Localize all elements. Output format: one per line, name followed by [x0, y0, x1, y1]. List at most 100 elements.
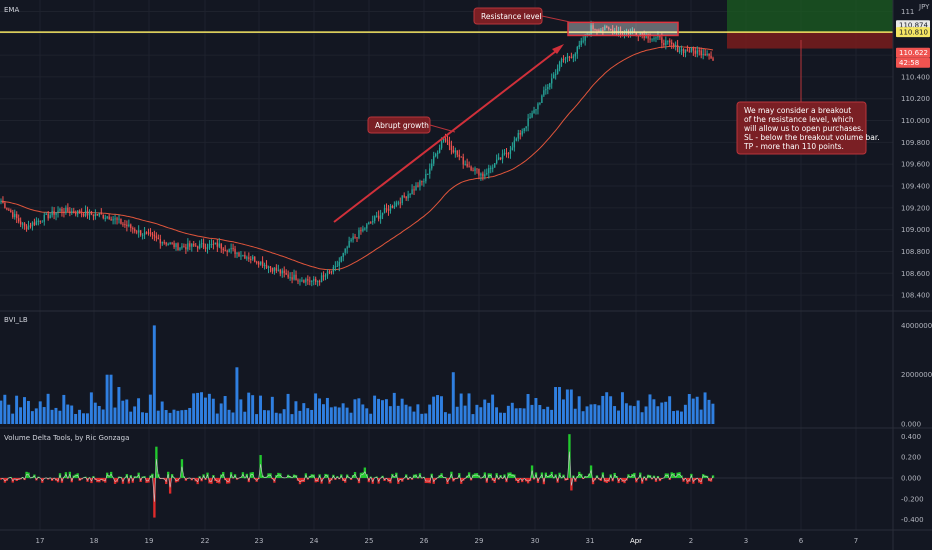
candle-body	[29, 225, 32, 227]
time-axis[interactable]: 17 18 19 22 23 24 25 26 29 30 31 Apr 2 3 6 7	[36, 537, 859, 545]
candle-body	[14, 214, 16, 218]
volume-tick-label: 20000000.000	[901, 371, 932, 379]
candle-body	[598, 30, 600, 32]
candle-body	[527, 118, 529, 127]
volume-bar	[196, 392, 200, 424]
candle-body	[501, 153, 504, 160]
candle-body	[419, 181, 421, 187]
candle-body	[250, 258, 252, 260]
time-tick-label: 19	[145, 537, 154, 545]
candle-body	[474, 168, 476, 171]
candle-body	[537, 103, 539, 110]
volume-bar	[451, 372, 455, 424]
candle-body	[442, 138, 445, 142]
candle-body	[464, 163, 466, 165]
candle-body	[57, 210, 59, 213]
candle-body	[427, 173, 429, 175]
candle-body	[712, 58, 714, 61]
candle-body	[580, 40, 582, 45]
candle-body	[224, 250, 226, 252]
candle-body	[564, 58, 567, 60]
volume-bar	[432, 396, 436, 424]
volume-tick-label: 40000000.000	[901, 322, 932, 330]
volume-bar	[318, 398, 322, 424]
candle-body	[387, 208, 390, 211]
volume-bar	[687, 394, 691, 424]
candle-body	[163, 242, 165, 244]
volume-bar	[54, 407, 58, 424]
candle-body	[200, 243, 203, 245]
candle-body	[151, 233, 154, 235]
annotations[interactable]: Resistance level Abrupt growth We may co…	[333, 7, 880, 223]
candle-body	[141, 234, 144, 236]
candle-body	[273, 267, 276, 272]
volume-bar	[538, 405, 542, 424]
candle-body	[12, 212, 14, 218]
candle-body	[82, 213, 85, 216]
candle-body	[128, 224, 130, 227]
candle-body	[362, 228, 364, 232]
candle-body	[259, 261, 262, 265]
volume-bar	[644, 406, 648, 424]
candle-body	[688, 51, 691, 53]
volume-bar	[620, 392, 624, 424]
volume-bar	[388, 406, 392, 424]
candle-body	[124, 224, 126, 226]
candle-body	[49, 215, 51, 219]
volume-bar	[357, 398, 361, 424]
volume-bar	[164, 410, 168, 424]
delta-bar	[298, 477, 302, 485]
candle-body	[41, 221, 43, 223]
candle-body	[551, 78, 553, 84]
candle-body	[647, 34, 649, 39]
candle-body	[118, 218, 120, 220]
candle-body	[568, 56, 571, 58]
volume-bar	[361, 404, 365, 424]
candle-body	[421, 181, 423, 183]
volume-bar	[0, 400, 3, 424]
candle-body	[529, 117, 531, 119]
volume-bar	[74, 413, 78, 424]
growth-arrow-line[interactable]	[333, 47, 561, 223]
trade-zones	[727, 0, 893, 49]
candle-body	[19, 221, 22, 225]
resistance-zone[interactable]	[567, 21, 679, 37]
candle-body	[600, 29, 602, 32]
volume-delta-pane[interactable]: Volume Delta Tools, by Ric Gonzaga -0.40…	[0, 433, 924, 524]
candle-body	[326, 271, 329, 276]
delta-tick-label: -0.400	[901, 516, 924, 524]
volume-bar	[506, 405, 510, 424]
volume-bar	[298, 410, 302, 424]
volume-bar	[384, 399, 388, 424]
candle-body	[265, 264, 268, 268]
volume-bar	[392, 392, 396, 424]
volume-bar	[404, 404, 408, 424]
candle-body	[519, 133, 521, 135]
candle-body	[513, 140, 516, 148]
time-tick-label: 23	[255, 537, 264, 545]
candle-body	[173, 243, 175, 248]
candle-body	[525, 126, 527, 129]
candle-body	[431, 163, 433, 169]
volume-bar	[589, 404, 593, 424]
candle-body	[208, 243, 211, 248]
candle-body	[429, 168, 431, 174]
volume-pane[interactable]: BVI_LB 0.000 20000000.000 40000000.000	[0, 316, 932, 429]
candle-body	[94, 214, 97, 217]
volume-bar	[34, 408, 38, 424]
time-tick-label: Apr	[630, 537, 642, 545]
candle-body	[375, 215, 378, 217]
candle-body	[126, 224, 128, 227]
candle-body	[261, 261, 264, 266]
candle-body	[488, 168, 490, 174]
delta-tick-label: -0.200	[901, 495, 924, 503]
candle-body	[242, 254, 244, 256]
volume-bar	[42, 407, 46, 424]
volume-bar	[290, 414, 294, 424]
volume-bar	[640, 412, 644, 424]
candle-body	[61, 208, 63, 212]
price-pane[interactable]: EMA	[0, 6, 893, 287]
candle-body	[480, 173, 482, 176]
candle-body	[360, 230, 362, 232]
